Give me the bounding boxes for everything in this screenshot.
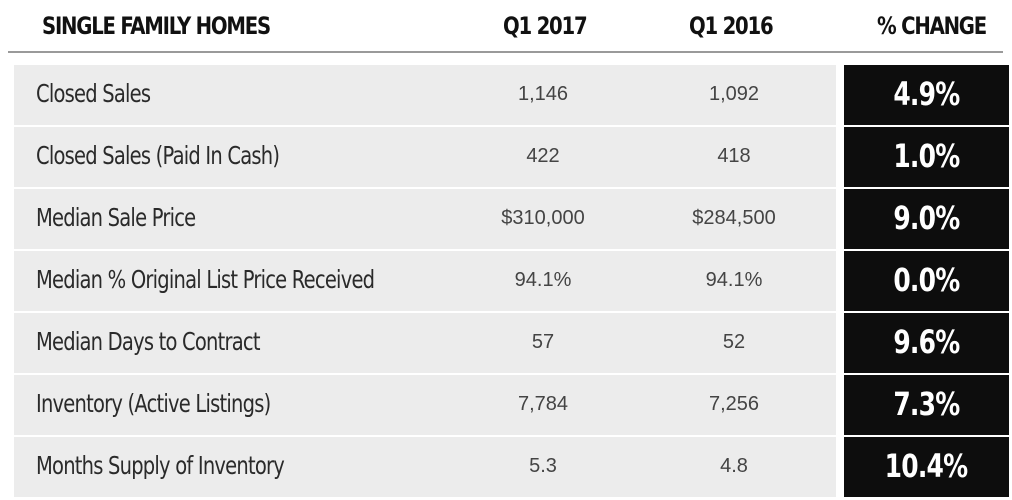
- header-divider: [8, 51, 1003, 53]
- header-change-column: % CHANGE: [877, 12, 987, 40]
- row-label: Median % Original List Price Received: [36, 265, 375, 294]
- change-value-wrapper: 10.4%: [844, 447, 1009, 485]
- row-label: Median Sale Price: [36, 203, 196, 232]
- cell-q1-2017: 7,784: [517, 393, 569, 415]
- cell-q1-2017: 5.3: [529, 455, 557, 477]
- cell-q1-2016: 52: [722, 331, 746, 353]
- row-background: [14, 437, 836, 498]
- change-badge: 10.4%: [844, 437, 1009, 497]
- row-label: Closed Sales: [36, 79, 151, 108]
- change-value: 0.0%: [893, 261, 960, 299]
- change-badge: 7.3%: [844, 375, 1009, 435]
- change-value-wrapper: 9.0%: [844, 199, 1009, 237]
- row-background: [14, 189, 836, 250]
- cell-q1-2017: 422: [526, 145, 560, 167]
- row-background: [14, 65, 836, 126]
- row-background: [14, 375, 836, 436]
- change-value: 10.4%: [885, 447, 968, 485]
- table-row: Months Supply of Inventory 5.3 4.8 10.4%: [14, 437, 1009, 499]
- change-value-wrapper: 7.3%: [844, 385, 1009, 423]
- row-label: Months Supply of Inventory: [36, 451, 285, 480]
- change-badge: 9.0%: [844, 189, 1009, 249]
- row-separator: [14, 373, 836, 375]
- change-value: 9.0%: [893, 199, 960, 237]
- table-row: Median Days to Contract 57 52 9.6%: [14, 313, 1009, 375]
- change-badge: 0.0%: [844, 251, 1009, 311]
- cell-q1-2017: 57: [531, 331, 555, 353]
- change-value: 4.9%: [893, 75, 960, 113]
- cell-q1-2016: $284,500: [692, 207, 776, 229]
- change-value-wrapper: 0.0%: [844, 261, 1009, 299]
- cell-q1-2016: 94.1%: [705, 269, 763, 291]
- table-row: Inventory (Active Listings) 7,784 7,256 7.3…: [14, 375, 1009, 437]
- row-separator: [14, 435, 836, 437]
- row-background: [14, 313, 836, 374]
- cell-q1-2016: 1,092: [708, 83, 760, 105]
- data-table: Closed Sales 1,146 1,092 4.9% Closed Sales (…: [14, 65, 1009, 499]
- row-label: Median Days to Contract: [36, 327, 260, 356]
- table-row: Median Sale Price $310,000 $284,500 9.0%: [14, 189, 1009, 251]
- cell-q1-2016: 418: [717, 145, 751, 167]
- change-badge: 9.6%: [844, 313, 1009, 373]
- table-row: Median % Original List Price Received 94.…: [14, 251, 1009, 313]
- row-label: Closed Sales (Paid In Cash): [36, 141, 280, 170]
- header-q1-2017-column: Q1 2017: [503, 12, 588, 40]
- header-q1-2016-column: Q1 2016: [689, 12, 774, 40]
- change-value-wrapper: 4.9%: [844, 75, 1009, 113]
- row-background: [14, 251, 836, 312]
- cell-q1-2017: 94.1%: [514, 269, 572, 291]
- change-value: 1.0%: [893, 137, 960, 175]
- change-value-wrapper: 9.6%: [844, 323, 1009, 361]
- cell-q1-2017: 1,146: [517, 83, 569, 105]
- change-value-wrapper: 1.0%: [844, 137, 1009, 175]
- cell-q1-2016: 4.8: [720, 455, 748, 477]
- cell-q1-2016: 7,256: [708, 393, 760, 415]
- change-badge: 4.9%: [844, 65, 1009, 125]
- change-value: 7.3%: [893, 385, 960, 423]
- table-header: SINGLE FAMILY HOMES Q1 2017 Q1 2016 % CH…: [0, 0, 1012, 56]
- row-background: [14, 127, 836, 188]
- table-row: Closed Sales (Paid In Cash) 422 418 1.0%: [14, 127, 1009, 189]
- row-separator: [14, 311, 836, 313]
- cell-q1-2017: $310,000: [501, 207, 585, 229]
- row-separator: [14, 249, 836, 251]
- row-separator: [14, 187, 836, 189]
- row-label: Inventory (Active Listings): [36, 389, 271, 418]
- row-separator: [14, 125, 836, 127]
- header-label-column: SINGLE FAMILY HOMES: [42, 12, 271, 40]
- change-badge: 1.0%: [844, 127, 1009, 187]
- table-row: Closed Sales 1,146 1,092 4.9%: [14, 65, 1009, 127]
- change-value: 9.6%: [893, 323, 960, 361]
- row-separator: [14, 497, 836, 499]
